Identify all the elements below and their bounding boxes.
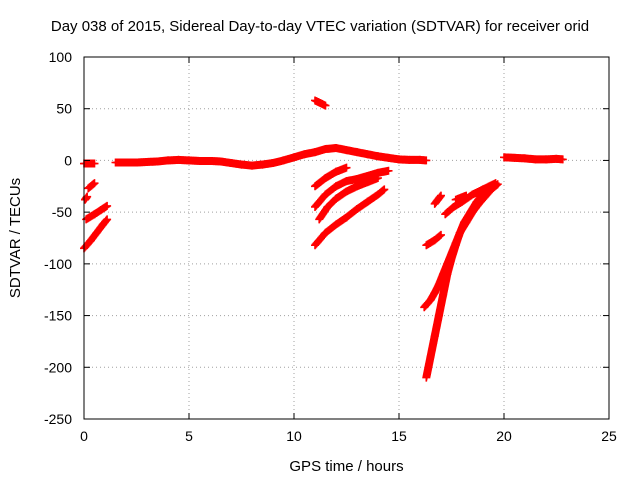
y-tick-label: 50 xyxy=(56,101,72,117)
data-segment xyxy=(422,230,445,250)
y-tick-label: -200 xyxy=(44,359,72,375)
data-segment xyxy=(500,153,567,164)
data-point xyxy=(103,201,112,210)
y-tick-label: -100 xyxy=(44,256,72,272)
chart-title: Day 038 of 2015, Sidereal Day-to-day VTE… xyxy=(50,18,590,35)
data-segment xyxy=(82,201,112,224)
y-tick-label: -250 xyxy=(44,411,72,427)
data-point xyxy=(374,174,382,183)
y-tick-label: 100 xyxy=(49,49,73,65)
y-tick-label: -150 xyxy=(44,308,72,324)
x-tick-label: 15 xyxy=(391,428,407,444)
data-segment xyxy=(315,174,382,224)
axis-ticks: 0 5 10 15 20 25 -250 -200 -150 -100 -50 0 50 100 xyxy=(44,49,617,444)
data-point xyxy=(489,180,498,189)
data-segment xyxy=(111,144,431,170)
data-series xyxy=(80,96,567,382)
x-tick-label: 20 xyxy=(496,428,512,444)
data-point xyxy=(437,230,445,239)
data-point xyxy=(380,185,389,194)
data-point xyxy=(321,101,330,110)
grid-lines xyxy=(84,57,609,419)
data-segment xyxy=(81,192,92,204)
x-tick-label: 25 xyxy=(601,428,617,444)
data-segment xyxy=(311,185,389,250)
y-tick-label: 0 xyxy=(64,152,72,168)
data-point xyxy=(342,163,351,172)
y-axis-label: SDTVAR / TECUs xyxy=(7,178,24,298)
x-axis-label: GPS time / hours xyxy=(289,458,403,475)
x-tick-label: 5 xyxy=(185,428,193,444)
data-point xyxy=(462,191,471,200)
plot-frame xyxy=(83,56,610,420)
data-segment xyxy=(80,215,112,253)
data-segment xyxy=(451,191,471,204)
data-point xyxy=(422,156,431,165)
data-point xyxy=(558,155,567,164)
data-segment xyxy=(311,96,330,110)
x-tick-label: 10 xyxy=(286,428,302,444)
x-tick-label: 0 xyxy=(80,428,88,444)
data-segment xyxy=(311,163,351,191)
data-point xyxy=(384,166,393,175)
data-point xyxy=(103,215,112,224)
data-point xyxy=(90,159,99,168)
data-segment xyxy=(84,179,99,193)
y-tick-label: -50 xyxy=(52,204,72,220)
data-segment xyxy=(430,191,445,208)
data-point xyxy=(437,191,445,200)
data-point xyxy=(90,179,99,188)
data-segment xyxy=(422,180,502,382)
